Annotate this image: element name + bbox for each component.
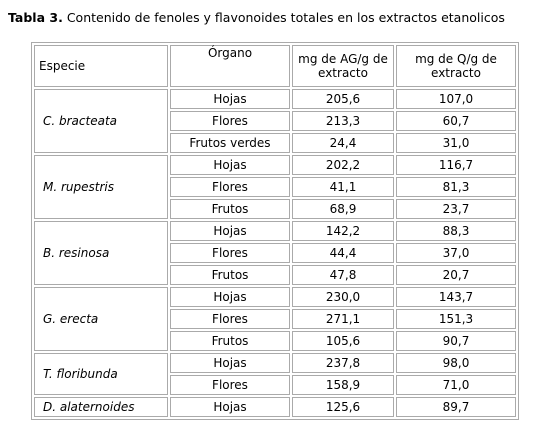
table-row: Frutos verdes 24,4 31,0 [34,133,516,153]
table-row: Frutos 105,6 90,7 [34,331,516,351]
table-row: Flores 271,1 151,3 [34,309,516,329]
organ-cell: Flores [170,375,290,395]
organ-cell: Hojas [170,353,290,373]
q-cell: 151,3 [396,309,516,329]
species-cell: T. floribunda [34,353,168,395]
column-header: mg de AG/g de extracto [292,45,394,87]
q-cell: 107,0 [396,89,516,109]
q-cell: 31,0 [396,133,516,153]
organ-cell: Hojas [170,397,290,417]
organ-cell: Flores [170,309,290,329]
organ-cell: Hojas [170,89,290,109]
ag-cell: 142,2 [292,221,394,241]
caption-title: Contenido de fenoles y flavonoides total… [66,10,505,25]
organ-cell: Flores [170,177,290,197]
organ-cell: Hojas [170,155,290,175]
column-header: mg de Q/g de extracto [396,45,516,87]
q-cell: 143,7 [396,287,516,307]
table-row: Flores 213,3 60,7 [34,111,516,131]
ag-cell: 205,6 [292,89,394,109]
column-header: Especie [34,45,168,87]
q-cell: 88,3 [396,221,516,241]
ag-cell: 47,8 [292,265,394,285]
table-row: Flores 158,9 71,0 [34,375,516,395]
column-header: Órgano [170,45,290,87]
q-cell: 20,7 [396,265,516,285]
header-row: Especie Órgano mg de AG/g de extracto mg de… [34,45,516,87]
table-body: C. bracteata Hojas 205,6 107,0 Flores 213,3 60… [34,89,516,417]
q-cell: 81,3 [396,177,516,197]
ag-cell: 202,2 [292,155,394,175]
table-row: Flores 44,4 37,0 [34,243,516,263]
table-row: C. bracteata Hojas 205,6 107,0 [34,89,516,153]
table-row: Flores 41,1 81,3 [34,177,516,197]
table-row: Frutos 68,9 23,7 [34,199,516,219]
q-cell: 89,7 [396,397,516,417]
organ-cell: Frutos [170,265,290,285]
q-cell: 23,7 [396,199,516,219]
q-cell: 90,7 [396,331,516,351]
species-cell: C. bracteata [34,89,168,153]
ag-cell: 213,3 [292,111,394,131]
table-row: M. rupestris Hojas 202,2 116,7 [34,155,516,219]
ag-cell: 24,4 [292,133,394,153]
data-table: Especie Órgano mg de AG/g de extracto mg de… [31,42,519,420]
ag-cell: 230,0 [292,287,394,307]
species-cell: M. rupestris [34,155,168,219]
table-row: Frutos 47,8 20,7 [34,265,516,285]
table-row: T. floribunda Hojas 237,8 98,0 [34,353,516,395]
organ-cell: Hojas [170,221,290,241]
ag-cell: 125,6 [292,397,394,417]
table-row: G. erecta Hojas 230,0 143,7 [34,287,516,351]
caption: Tabla 3. Contenido de fenoles y flavonoi… [8,10,505,25]
ag-cell: 68,9 [292,199,394,219]
table-row: D. alaternoides Hojas 125,6 89,7 [34,397,516,417]
organ-cell: Flores [170,243,290,263]
organ-cell: Hojas [170,287,290,307]
ag-cell: 105,6 [292,331,394,351]
organ-cell: Frutos [170,199,290,219]
species-cell: G. erecta [34,287,168,351]
q-cell: 98,0 [396,353,516,373]
ag-cell: 41,1 [292,177,394,197]
caption-label: Tabla 3. [8,10,63,25]
ag-cell: 271,1 [292,309,394,329]
species-cell: D. alaternoides [34,397,168,417]
organ-cell: Frutos verdes [170,133,290,153]
q-cell: 60,7 [396,111,516,131]
ag-cell: 44,4 [292,243,394,263]
organ-cell: Flores [170,111,290,131]
q-cell: 71,0 [396,375,516,395]
organ-cell: Frutos [170,331,290,351]
q-cell: 37,0 [396,243,516,263]
ag-cell: 158,9 [292,375,394,395]
species-cell: B. resinosa [34,221,168,285]
ag-cell: 237,8 [292,353,394,373]
q-cell: 116,7 [396,155,516,175]
table-row: B. resinosa Hojas 142,2 88,3 [34,221,516,285]
